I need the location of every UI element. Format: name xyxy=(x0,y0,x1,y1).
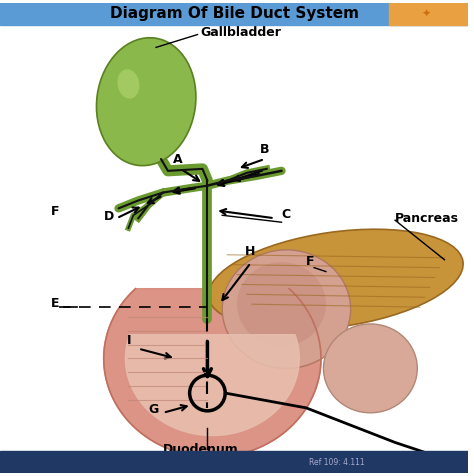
Text: G: G xyxy=(148,403,158,416)
Polygon shape xyxy=(104,288,321,457)
Ellipse shape xyxy=(237,262,326,346)
Ellipse shape xyxy=(118,69,139,99)
Text: Ref 109: 4.111: Ref 109: 4.111 xyxy=(309,458,365,466)
Ellipse shape xyxy=(97,38,196,166)
Text: Duodenum: Duodenum xyxy=(163,443,239,456)
Text: Gallbladder: Gallbladder xyxy=(201,26,282,39)
Bar xyxy=(0,3,468,25)
Bar xyxy=(389,3,468,25)
Ellipse shape xyxy=(323,324,417,413)
Text: F: F xyxy=(306,255,315,268)
Text: H: H xyxy=(245,245,255,258)
Text: E: E xyxy=(51,297,60,310)
Text: F: F xyxy=(51,205,60,218)
Ellipse shape xyxy=(209,229,463,330)
Text: Pancreas: Pancreas xyxy=(395,212,459,225)
Text: I: I xyxy=(127,334,131,347)
Text: ✦: ✦ xyxy=(421,9,431,19)
Text: D: D xyxy=(104,210,114,223)
Ellipse shape xyxy=(222,250,351,368)
Text: B: B xyxy=(260,143,269,156)
Text: Diagram Of Bile Duct System: Diagram Of Bile Duct System xyxy=(109,6,359,21)
Polygon shape xyxy=(126,335,299,436)
Bar xyxy=(0,451,468,473)
Text: A: A xyxy=(173,153,182,166)
Text: C: C xyxy=(282,208,291,221)
